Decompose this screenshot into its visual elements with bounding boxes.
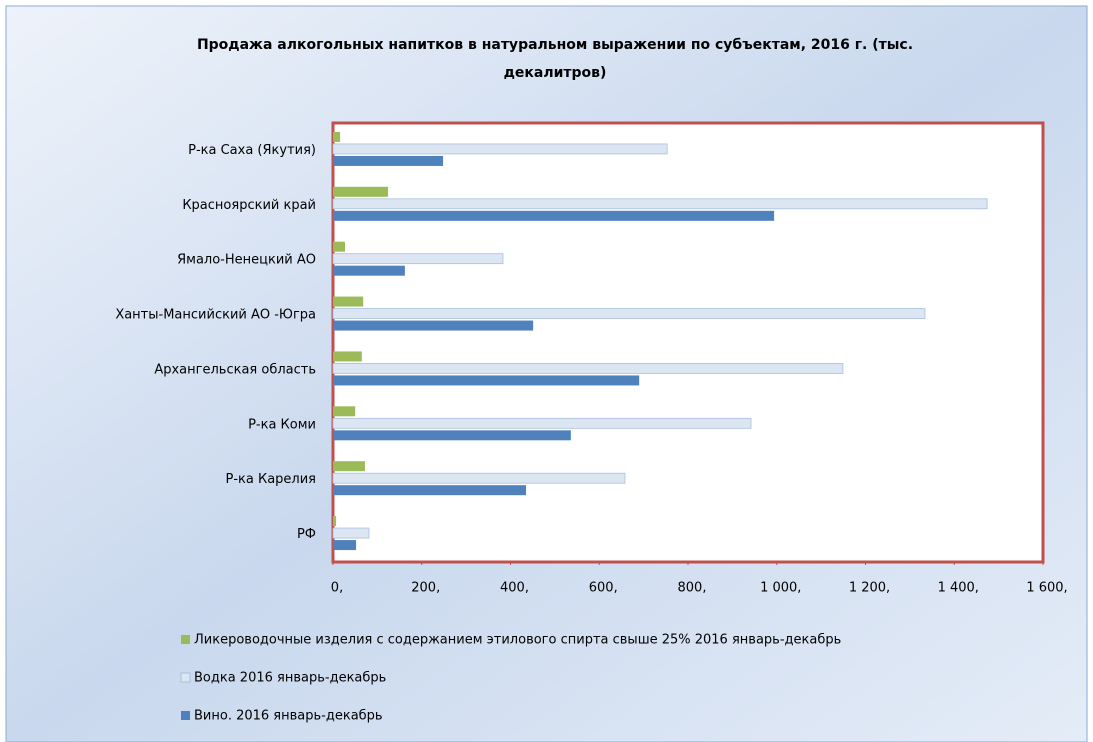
bar: [332, 472, 626, 484]
y-tick-label: Р-ка Коми: [248, 417, 316, 432]
x-tick-label: 0,: [331, 581, 343, 596]
bar: [332, 198, 988, 210]
bar: [332, 143, 668, 155]
bar: [333, 516, 337, 527]
bar: [333, 406, 356, 417]
legend-swatch: [181, 635, 190, 644]
chart-title: Продажа алкогольных напитков в натуральн…: [197, 37, 913, 81]
x-tick-label: 400,: [500, 581, 529, 596]
x-tick-label: 1 200,: [849, 581, 890, 596]
y-tick-label: Архангельская область: [154, 362, 316, 377]
bar: [333, 265, 405, 276]
y-tick-label: Красноярский край: [182, 198, 316, 213]
bar: [333, 461, 365, 472]
x-tick-label: 200,: [411, 581, 440, 596]
y-tick-label: Ханты-Мансийский АО -Югра: [115, 308, 316, 323]
bar: [333, 131, 341, 142]
x-tick-label: 1 600,: [1026, 581, 1067, 596]
bar: [333, 320, 534, 331]
y-tick-label: РФ: [297, 527, 316, 542]
legend-label: Водка 2016 январь-декабрь: [194, 671, 386, 686]
bar: [333, 186, 389, 197]
plot-area: [331, 121, 1045, 564]
bar: [333, 430, 571, 441]
y-tick-label: Р-ка Карелия: [225, 472, 316, 487]
legend-swatch: [180, 672, 191, 683]
bar: [333, 155, 444, 166]
bar: [333, 540, 357, 551]
legend-label: Ликероводочные изделия с содержанием эти…: [194, 633, 841, 648]
legend-label: Вино. 2016 январь-декабрь: [194, 709, 383, 724]
bar: [333, 351, 362, 362]
x-tick-label: 1 400,: [938, 581, 979, 596]
x-tick-label: 600,: [589, 581, 618, 596]
bar: [332, 253, 504, 265]
bar: [332, 363, 844, 374]
y-tick-label: Р-ка Саха (Якутия): [188, 143, 316, 158]
bar: [333, 485, 527, 496]
bar: [332, 527, 370, 539]
x-tick-label: 1 000,: [760, 581, 801, 596]
bar: [333, 296, 364, 307]
x-tick-label: 800,: [678, 581, 707, 596]
bar: [332, 308, 926, 319]
bar: [333, 210, 775, 221]
y-tick-label: Ямало-Ненецкий АО: [177, 253, 316, 268]
legend-swatch: [181, 711, 190, 720]
bar: [332, 417, 752, 429]
bar: [333, 375, 640, 386]
bar: [333, 241, 345, 252]
